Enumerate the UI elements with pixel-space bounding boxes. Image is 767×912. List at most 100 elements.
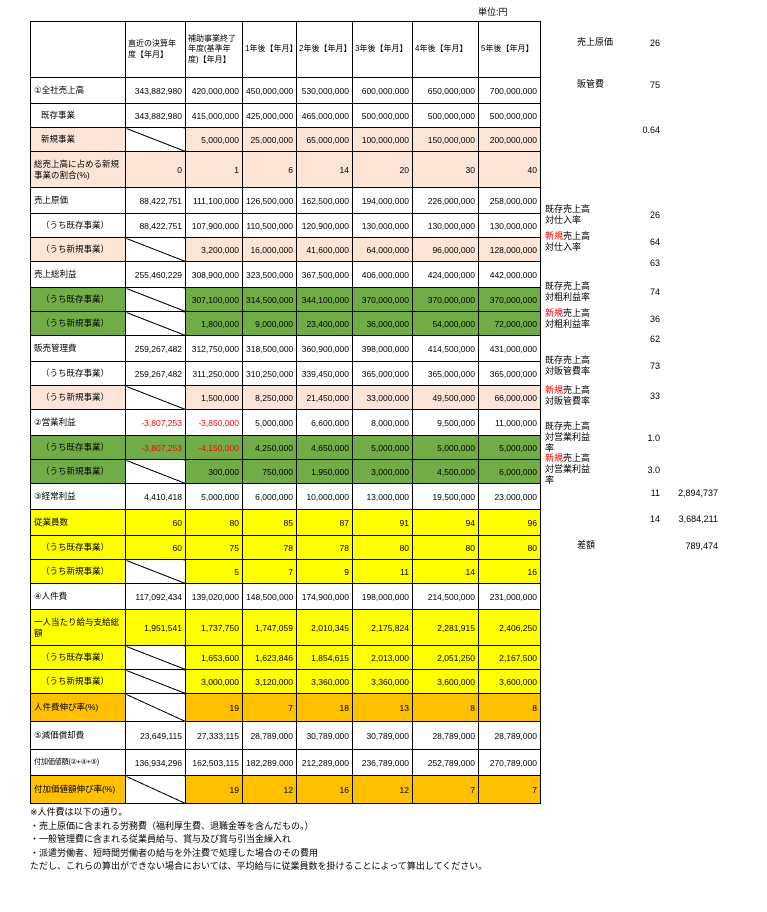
value-cell: 1,950,000: [296, 459, 353, 484]
value-cell: 0: [125, 151, 186, 188]
value-cell: 1,854,615: [296, 645, 353, 670]
side-note: 差額 789,474: [545, 540, 718, 551]
value-cell: 64,000,000: [352, 237, 413, 262]
side-note: 新規売上高 対仕入率 64: [545, 231, 718, 253]
value-cell: 214,500,000: [412, 583, 479, 610]
value-cell: 194,000,000: [352, 187, 413, 214]
side-note: 既存売上高 対仕入率 26: [545, 204, 718, 226]
value-cell: -3,807,253: [125, 435, 186, 460]
value-cell: 96,000,000: [412, 237, 479, 262]
value-cell: 91: [352, 509, 413, 536]
table-row: 総売上高に占める新規事業の割合(%) 0 1 6 14 20 30 40: [30, 151, 541, 188]
value-cell: 150,000,000: [412, 127, 479, 152]
row-label: （うち新規事業）: [30, 311, 126, 336]
value-cell: 23,000,000: [478, 483, 541, 510]
value-cell: 311,250,000: [185, 361, 243, 386]
value-cell: -3,850,000: [185, 409, 243, 436]
value-cell: 41,600,000: [296, 237, 353, 262]
value-cell: 13: [352, 693, 413, 722]
value-cell: 78: [242, 535, 297, 560]
value-cell: 318,500,000: [242, 335, 297, 362]
table-row: （うち既存事業） -3,807,253 -4,150,000 4,250,000 4,6…: [30, 435, 541, 460]
side-note-label: 既存売上高 対販管費率: [545, 355, 591, 376]
value-cell: 425,000,000: [242, 103, 297, 128]
row-label: ⑤減価償却費: [30, 721, 126, 750]
row-label: （うち新規事業）: [30, 459, 126, 484]
value-cell: 13,000,000: [352, 483, 413, 510]
value-cell: 258,000,000: [478, 187, 541, 214]
value-cell: 94: [412, 509, 479, 536]
value-cell: 308,900,000: [185, 261, 243, 288]
side-note-label: 新規売上高 対粗利益率: [545, 308, 591, 329]
value-cell: 3,600,000: [478, 669, 541, 694]
value-cell: 130,000,000: [478, 213, 541, 238]
table-row: ①全社売上高 343,882,980 420,000,000 450,000,000 5…: [30, 77, 541, 104]
empty-diagonal-cell: [125, 669, 186, 694]
value-cell: 339,450,000: [296, 361, 353, 386]
value-cell: 198,000,000: [352, 583, 413, 610]
value-cell: 6,000,000: [242, 483, 297, 510]
value-cell: 1,737,750: [185, 609, 243, 646]
value-cell: 78: [296, 535, 353, 560]
empty-diagonal-cell: [125, 311, 186, 336]
value-cell: 367,500,000: [296, 261, 353, 288]
value-cell: 20: [352, 151, 413, 188]
value-cell: 65,000,000: [296, 127, 353, 152]
value-cell: 343,882,980: [125, 103, 186, 128]
value-cell: 7: [412, 775, 479, 804]
table-row: 付加価値額伸び率(%) 19 12 16 12 7 7: [30, 775, 541, 804]
value-cell: 28,789,000: [242, 721, 297, 750]
table-row: （うち既存事業） 60 75 78 78 80 80 80: [30, 535, 541, 560]
value-cell: 7: [478, 775, 541, 804]
row-label: （うち既存事業）: [30, 287, 126, 312]
value-cell: 28,789,000: [412, 721, 479, 750]
side-note-value-2: 2,894,737: [677, 488, 718, 498]
side-note-red-text: 新規: [545, 385, 564, 395]
table-row: 売上総利益 255,460,229 308,900,000 323,500,000 36…: [30, 261, 541, 288]
value-cell: 96: [478, 509, 541, 536]
value-cell: 365,000,000: [412, 361, 479, 386]
side-note-label: 既存売上高 対仕入率: [545, 204, 591, 225]
row-label: 総売上高に占める新規事業の割合(%): [30, 151, 126, 188]
value-cell: 80: [185, 509, 243, 536]
empty-diagonal-cell: [125, 775, 186, 804]
value-cell: 88,422,751: [125, 187, 186, 214]
side-note-value: 73: [649, 361, 660, 371]
table-header: 直近の決算年度【年月】 補助事業終了年度(基準年度)【年月】 1年後【年月】 2年後【…: [30, 21, 541, 78]
row-label: 売上総利益: [30, 261, 126, 288]
empty-diagonal-cell: [125, 559, 186, 584]
value-cell: 4,410,418: [125, 483, 186, 510]
value-cell: 162,500,000: [296, 187, 353, 214]
row-label: 従業員数: [30, 509, 126, 536]
value-cell: 5,000,000: [352, 435, 413, 460]
value-cell: 7: [242, 559, 297, 584]
value-cell: 174,900,000: [296, 583, 353, 610]
table-row: ③経常利益 4,410,418 5,000,000 6,000,000 10,000,0…: [30, 483, 541, 510]
value-cell: 28,789,000: [478, 721, 541, 750]
value-cell: 2,281,915: [412, 609, 479, 646]
value-cell: 182,289,000: [242, 749, 297, 776]
value-cell: 750,000: [242, 459, 297, 484]
side-note: 62: [545, 334, 718, 344]
value-cell: 36,000,000: [352, 311, 413, 336]
value-cell: 7: [242, 693, 297, 722]
row-label: ②営業利益: [30, 409, 126, 436]
value-cell: 72,000,000: [478, 311, 541, 336]
side-note-value-2: 3,684,211: [678, 514, 718, 524]
footnote-line: ・売上原価に含まれる労務費（福利厚生費、退職金等を含んだもの。）: [30, 820, 314, 831]
value-cell: 259,267,482: [125, 335, 186, 362]
value-cell: 9,500,000: [412, 409, 479, 436]
value-cell: 30: [412, 151, 479, 188]
financial-projection-table: 直近の決算年度【年月】 補助事業終了年度(基準年度)【年月】 1年後【年月】 2年後【…: [30, 21, 541, 804]
side-note-value: 62: [649, 334, 660, 344]
column-header: 5年後【年月】: [478, 21, 541, 78]
side-note-value: 1.0: [647, 432, 660, 443]
side-note-value: 26: [649, 210, 660, 220]
value-cell: 344,100,000: [296, 287, 353, 312]
value-cell: 23,400,000: [296, 311, 353, 336]
side-note-label: 既存売上高 対粗利益率: [545, 281, 591, 302]
value-cell: 2,010,345: [296, 609, 353, 646]
side-note: 新規売上高 対粗利益率 36: [545, 308, 718, 330]
value-cell: 148,500,000: [242, 583, 297, 610]
value-cell: 12: [242, 775, 297, 804]
